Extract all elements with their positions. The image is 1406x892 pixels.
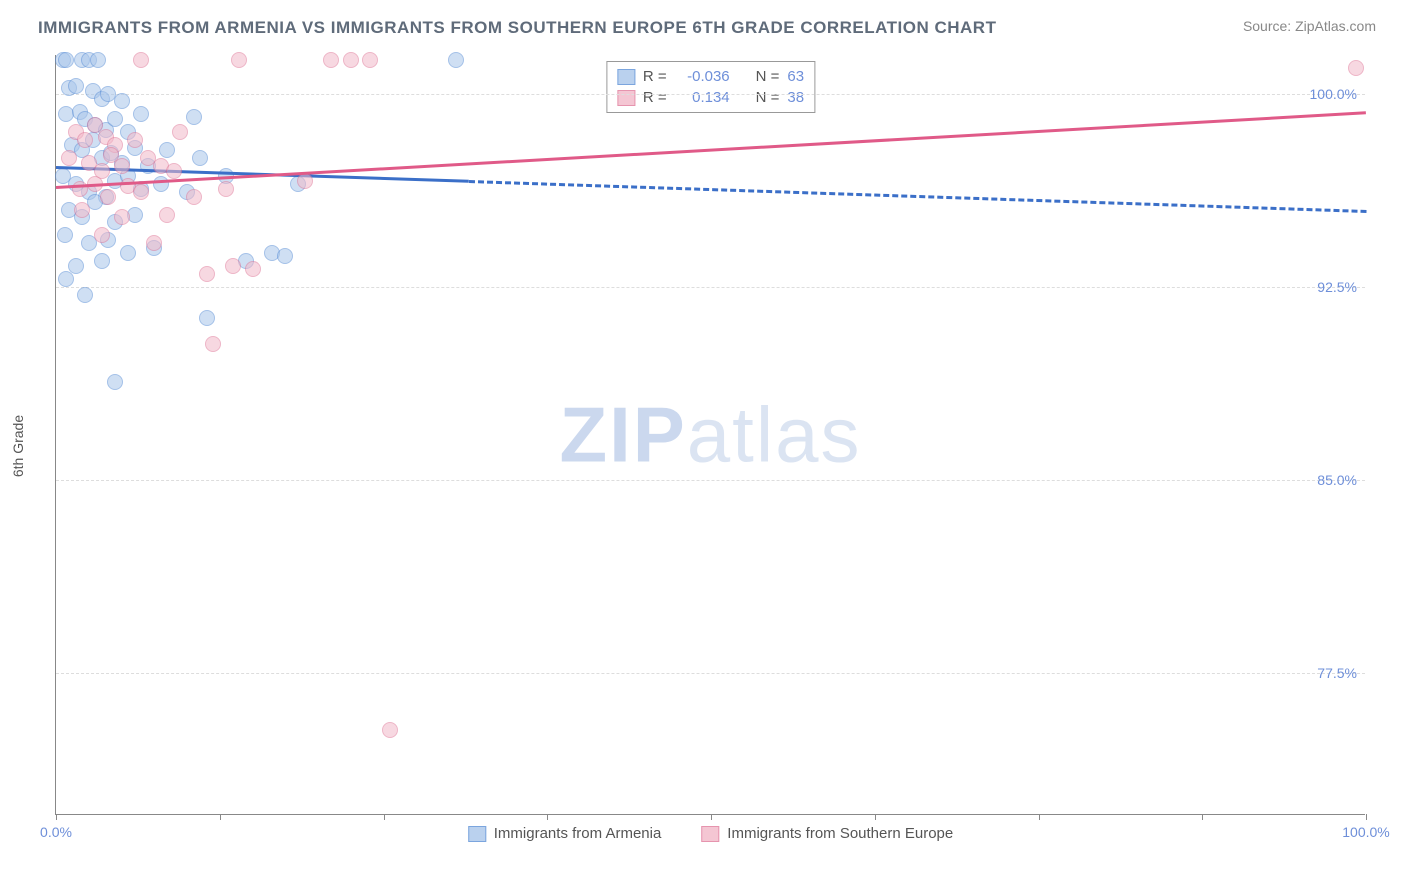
gridline-h [56, 287, 1365, 288]
scatter-point-armenia [186, 109, 202, 125]
gridline-h [56, 480, 1365, 481]
scatter-point-southern_europe [382, 722, 398, 738]
scatter-point-southern_europe [159, 207, 175, 223]
scatter-point-armenia [94, 253, 110, 269]
scatter-point-armenia [107, 374, 123, 390]
scatter-point-southern_europe [297, 173, 313, 189]
scatter-point-armenia [192, 150, 208, 166]
correlation-legend-row-southern_europe: R = 0.134 N = 38 [617, 87, 804, 108]
x-tick [1202, 814, 1203, 820]
correlation-legend: R = -0.036 N = 63 R = 0.134 N = 38 [606, 61, 815, 113]
gridline-h [56, 94, 1365, 95]
source-prefix: Source: [1243, 18, 1295, 34]
y-tick-label: 77.5% [1317, 665, 1357, 681]
y-tick-label: 92.5% [1317, 279, 1357, 295]
scatter-plot-area: ZIPatlas R =-0.036N =63R =0.134N =38 Imm… [55, 55, 1365, 815]
series-legend-item-armenia: Immigrants from Armenia [468, 825, 662, 842]
series-legend-label: Immigrants from Armenia [494, 825, 662, 842]
scatter-point-armenia [199, 310, 215, 326]
gridline-h [56, 673, 1365, 674]
r-label: R = [643, 68, 667, 85]
series-legend: Immigrants from Armenia Immigrants from S… [468, 825, 953, 842]
scatter-point-armenia [107, 111, 123, 127]
scatter-point-armenia [90, 52, 106, 68]
scatter-point-southern_europe [218, 181, 234, 197]
scatter-point-southern_europe [114, 209, 130, 225]
scatter-point-southern_europe [362, 52, 378, 68]
x-tick [384, 814, 385, 820]
legend-swatch-icon [617, 69, 635, 85]
scatter-point-southern_europe [146, 235, 162, 251]
scatter-point-southern_europe [231, 52, 247, 68]
series-legend-item-southern_europe: Immigrants from Southern Europe [701, 825, 953, 842]
n-value: 38 [787, 89, 804, 106]
scatter-point-southern_europe [114, 158, 130, 174]
scatter-point-armenia [68, 78, 84, 94]
legend-swatch-icon [617, 90, 635, 106]
scatter-point-armenia [153, 176, 169, 192]
source-attribution: Source: ZipAtlas.com [1243, 18, 1376, 34]
x-tick-label: 100.0% [1342, 824, 1389, 840]
series-legend-label: Immigrants from Southern Europe [727, 825, 953, 842]
legend-swatch-icon [701, 826, 719, 842]
correlation-legend-row-armenia: R = -0.036 N = 63 [617, 66, 804, 87]
y-tick-label: 100.0% [1310, 86, 1357, 102]
watermark-bold: ZIP [559, 390, 686, 478]
scatter-point-armenia [114, 93, 130, 109]
n-label: N = [756, 89, 780, 106]
scatter-point-armenia [58, 271, 74, 287]
scatter-point-southern_europe [133, 184, 149, 200]
scatter-point-southern_europe [94, 227, 110, 243]
source-link[interactable]: ZipAtlas.com [1295, 18, 1376, 34]
n-label: N = [756, 68, 780, 85]
watermark-light: atlas [687, 390, 862, 478]
scatter-point-southern_europe [172, 124, 188, 140]
scatter-point-armenia [159, 142, 175, 158]
r-label: R = [643, 89, 667, 106]
y-tick-label: 85.0% [1317, 472, 1357, 488]
x-tick [711, 814, 712, 820]
scatter-point-southern_europe [100, 189, 116, 205]
scatter-point-southern_europe [77, 132, 93, 148]
regression-line-southern_europe [56, 112, 1366, 190]
scatter-point-armenia [277, 248, 293, 264]
x-tick [1366, 814, 1367, 820]
scatter-point-armenia [133, 106, 149, 122]
scatter-point-southern_europe [205, 336, 221, 352]
scatter-point-southern_europe [225, 258, 241, 274]
scatter-point-armenia [57, 227, 73, 243]
x-tick [547, 814, 548, 820]
scatter-point-southern_europe [186, 189, 202, 205]
x-tick [875, 814, 876, 820]
x-tick [56, 814, 57, 820]
scatter-point-armenia [77, 287, 93, 303]
scatter-point-southern_europe [323, 52, 339, 68]
scatter-point-southern_europe [61, 150, 77, 166]
scatter-point-southern_europe [127, 132, 143, 148]
scatter-point-armenia [58, 52, 74, 68]
x-tick [220, 814, 221, 820]
legend-swatch-icon [468, 826, 486, 842]
scatter-point-armenia [448, 52, 464, 68]
scatter-point-southern_europe [133, 52, 149, 68]
n-value: 63 [787, 68, 804, 85]
scatter-point-southern_europe [199, 266, 215, 282]
r-value: -0.036 [675, 68, 730, 85]
scatter-point-southern_europe [166, 163, 182, 179]
r-value: 0.134 [675, 89, 730, 106]
watermark: ZIPatlas [559, 389, 861, 480]
scatter-point-southern_europe [245, 261, 261, 277]
regression-line-armenia-extrapolated [469, 180, 1366, 213]
scatter-point-southern_europe [74, 202, 90, 218]
chart-title: IMMIGRANTS FROM ARMENIA VS IMMIGRANTS FR… [38, 18, 996, 38]
scatter-point-southern_europe [1348, 60, 1364, 76]
scatter-point-southern_europe [343, 52, 359, 68]
y-axis-label: 6th Grade [10, 415, 26, 477]
scatter-point-armenia [120, 245, 136, 261]
x-tick [1039, 814, 1040, 820]
x-tick-label: 0.0% [40, 824, 72, 840]
